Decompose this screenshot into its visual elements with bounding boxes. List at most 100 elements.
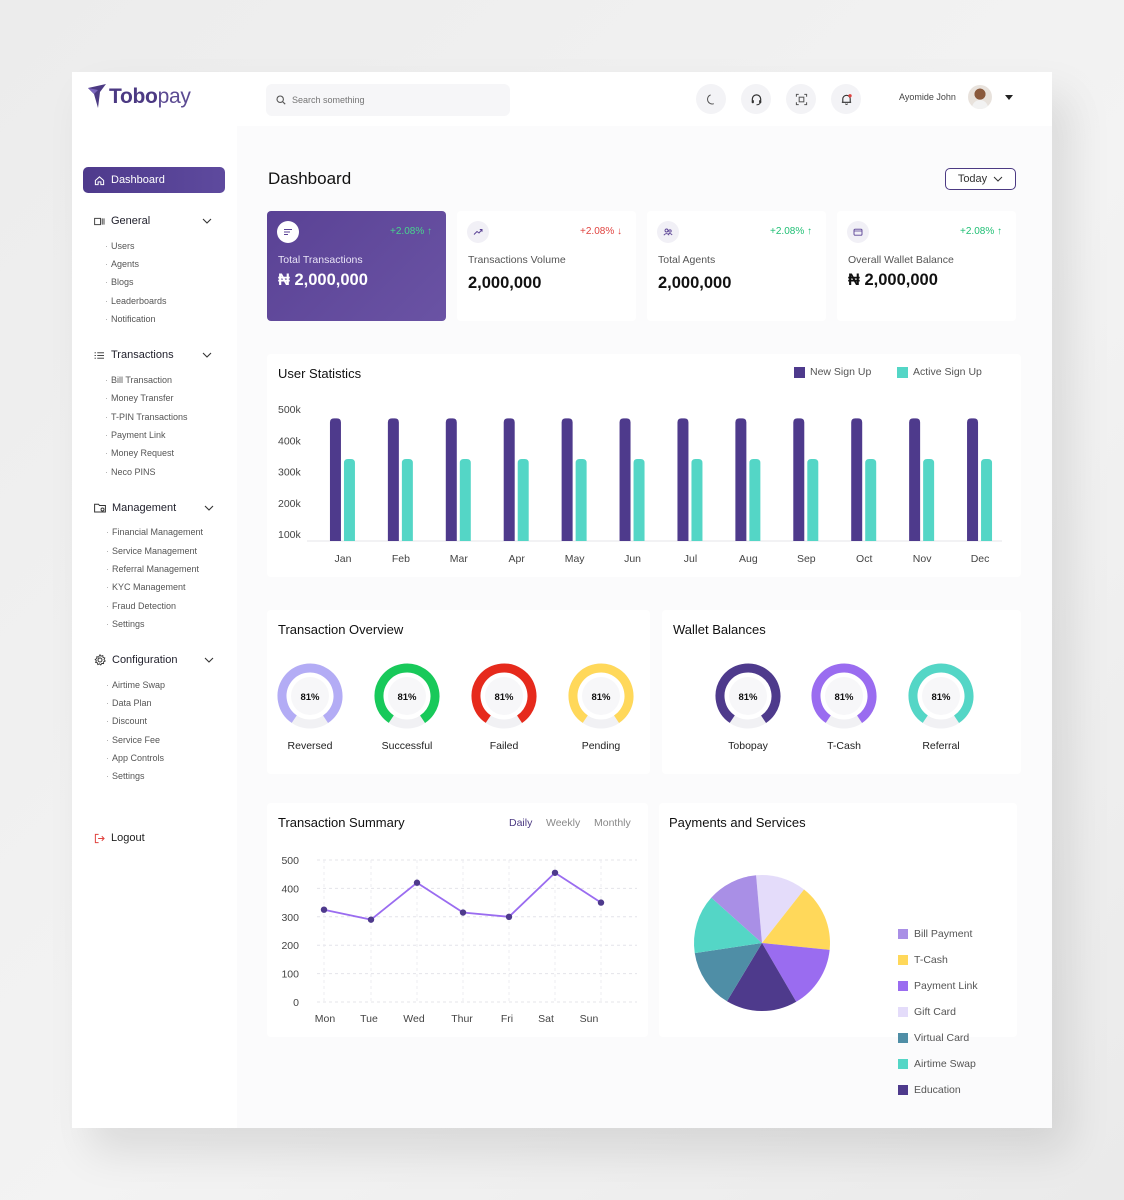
donut-value: 81% — [397, 692, 417, 703]
sidebar-item-app-controls[interactable]: App Controls — [111, 753, 164, 763]
kpi-card-transactions-volume[interactable]: +2.08% ↓ Transactions Volume 2,000,000 — [457, 211, 636, 321]
period-select[interactable]: Today — [945, 168, 1016, 190]
sidebar-item-bill-transaction[interactable]: Bill Transaction — [110, 375, 172, 385]
notifications-button[interactable] — [831, 84, 861, 114]
sidebar-item-dashboard[interactable]: Dashboard — [83, 167, 225, 193]
x-tick-label: Sep — [797, 553, 816, 565]
x-tick-label: Tue — [360, 1013, 378, 1025]
kpi-card-total-transactions[interactable]: +2.08% ↑ Total Transactions ₦ 2,000,000 — [267, 211, 446, 321]
search-box[interactable] — [266, 84, 510, 116]
sidebar-item-management-settings[interactable]: Settings — [111, 619, 145, 629]
sidebar-item-airtime-swap[interactable]: Airtime Swap — [111, 680, 165, 690]
sidebar-item-money-transfer[interactable]: Money Transfer — [110, 393, 174, 403]
sidebar-item-notification[interactable]: Notification — [110, 314, 156, 324]
pie-slice-payment-link — [762, 943, 830, 1002]
y-tick-label: 500 — [281, 855, 299, 867]
kpi-card-total-agents[interactable]: +2.08% ↑ Total Agents 2,000,000 — [647, 211, 826, 321]
tab-daily[interactable]: Daily — [509, 817, 533, 829]
sidebar-item-money-request[interactable]: Money Request — [110, 448, 174, 458]
user-menu-caret-icon[interactable] — [1005, 95, 1013, 100]
tab-monthly[interactable]: Monthly — [594, 817, 631, 829]
chevron-down-icon[interactable] — [202, 352, 212, 358]
kpi-card-wallet-balance[interactable]: +2.08% ↑ Overall Wallet Balance ₦ 2,000,… — [837, 211, 1016, 321]
bar-new-sign-up — [851, 418, 863, 541]
sidebar-item-payment-link[interactable]: Payment Link — [110, 430, 166, 440]
sidebar-item-kyc-management[interactable]: KYC Management — [111, 582, 186, 592]
x-tick-label: Feb — [392, 553, 410, 565]
data-point — [597, 899, 605, 906]
legend-swatch — [898, 981, 908, 991]
sidebar-item-neco-pins[interactable]: Neco PINS — [110, 467, 156, 477]
chevron-down-icon[interactable] — [202, 218, 212, 224]
legend-t-cash: T-Cash — [898, 954, 948, 966]
sidebar-item-service-management[interactable]: Service Management — [111, 546, 197, 556]
donut-label-pending: Pending — [581, 740, 621, 752]
brand-name: Tobopay — [109, 85, 191, 108]
transaction-overview-donuts: 81% 81% 81% 81% — [277, 663, 634, 729]
legend-swatch — [898, 955, 908, 965]
y-tick-label: 500k — [278, 404, 302, 416]
donut-arc — [908, 663, 974, 729]
kpi-value: 2,000,000 — [658, 274, 732, 292]
trend-up-icon — [467, 221, 489, 243]
sidebar-item-agents[interactable]: Agents — [110, 259, 139, 269]
bell-icon — [841, 93, 852, 105]
support-button[interactable] — [741, 84, 771, 114]
bar-active-sign-up — [459, 459, 471, 541]
legend-swatch — [898, 1085, 908, 1095]
sidebar-item-financial-management[interactable]: Financial Management — [111, 527, 203, 537]
x-tick-label: Wed — [403, 1013, 425, 1025]
wallet-balances-donuts: 81% 81% 81% — [715, 663, 974, 729]
sidebar-item-referral-management[interactable]: Referral Management — [111, 564, 199, 574]
legend-label: Gift Card — [914, 1006, 957, 1018]
sidebar-item-configuration-settings[interactable]: Settings — [111, 771, 145, 781]
panel-title: Wallet Balances — [673, 622, 766, 637]
sidebar-section-management[interactable]: Management — [94, 502, 214, 514]
donut-label-referral: Referral — [922, 740, 960, 752]
transaction-summary-panel: Transaction Summary Daily Weekly Monthly… — [267, 803, 648, 1037]
x-tick-label: Jan — [334, 553, 351, 565]
donut-label-tcash: T-Cash — [827, 740, 861, 752]
logout-icon — [94, 833, 105, 843]
scan-button[interactable] — [786, 84, 816, 114]
donut-arc — [374, 663, 440, 729]
chevron-down-icon[interactable] — [204, 505, 214, 511]
legend-swatch — [898, 1033, 908, 1043]
search-input[interactable] — [292, 95, 492, 105]
y-tick-label: 400 — [281, 883, 299, 895]
theme-toggle-button[interactable] — [696, 84, 726, 114]
payments-services-pie — [694, 875, 830, 1011]
pie-slice-airtime-swap — [694, 897, 762, 954]
data-point — [320, 906, 328, 913]
section-label: Management — [112, 502, 177, 514]
chevron-down-icon[interactable] — [204, 657, 214, 663]
x-tick-label: Apr — [509, 553, 526, 565]
donut-arc — [715, 663, 781, 729]
sidebar-section-general[interactable]: General — [94, 215, 212, 227]
tab-weekly[interactable]: Weekly — [546, 817, 581, 829]
sidebar-item-data-plan[interactable]: Data Plan — [111, 698, 152, 708]
bar-new-sign-up — [387, 418, 399, 541]
sidebar-item-users[interactable]: Users — [110, 241, 135, 251]
bar-new-sign-up — [503, 418, 515, 541]
bar-new-sign-up — [967, 418, 979, 541]
legend-active-sign-up: Active Sign Up — [897, 366, 982, 378]
sidebar-section-transactions[interactable]: Transactions — [94, 349, 212, 361]
sidebar-item-blogs[interactable]: Blogs — [110, 277, 134, 287]
user-name[interactable]: Ayomide John — [899, 92, 956, 102]
brand-logo[interactable]: Tobopay — [86, 82, 191, 112]
sidebar-item-fraud-detection[interactable]: Fraud Detection — [111, 601, 176, 611]
kpi-delta: +2.08% ↑ — [960, 226, 1002, 237]
legend-label: Airtime Swap — [914, 1058, 976, 1070]
sidebar-item-tpin-transactions[interactable]: T-PIN Transactions — [110, 412, 188, 422]
sidebar-section-configuration[interactable]: Configuration — [94, 654, 214, 666]
data-point — [413, 879, 421, 886]
sidebar-item-leaderboards[interactable]: Leaderboards — [110, 296, 167, 306]
bar-active-sign-up — [517, 459, 529, 541]
logout-button[interactable]: Logout — [94, 832, 145, 844]
bar-active-sign-up — [691, 459, 703, 541]
app-window: Tobopay Ayomide John — [72, 72, 1052, 1128]
sidebar-item-discount[interactable]: Discount — [111, 716, 147, 726]
avatar[interactable] — [968, 85, 992, 109]
sidebar-item-service-fee[interactable]: Service Fee — [111, 735, 160, 745]
